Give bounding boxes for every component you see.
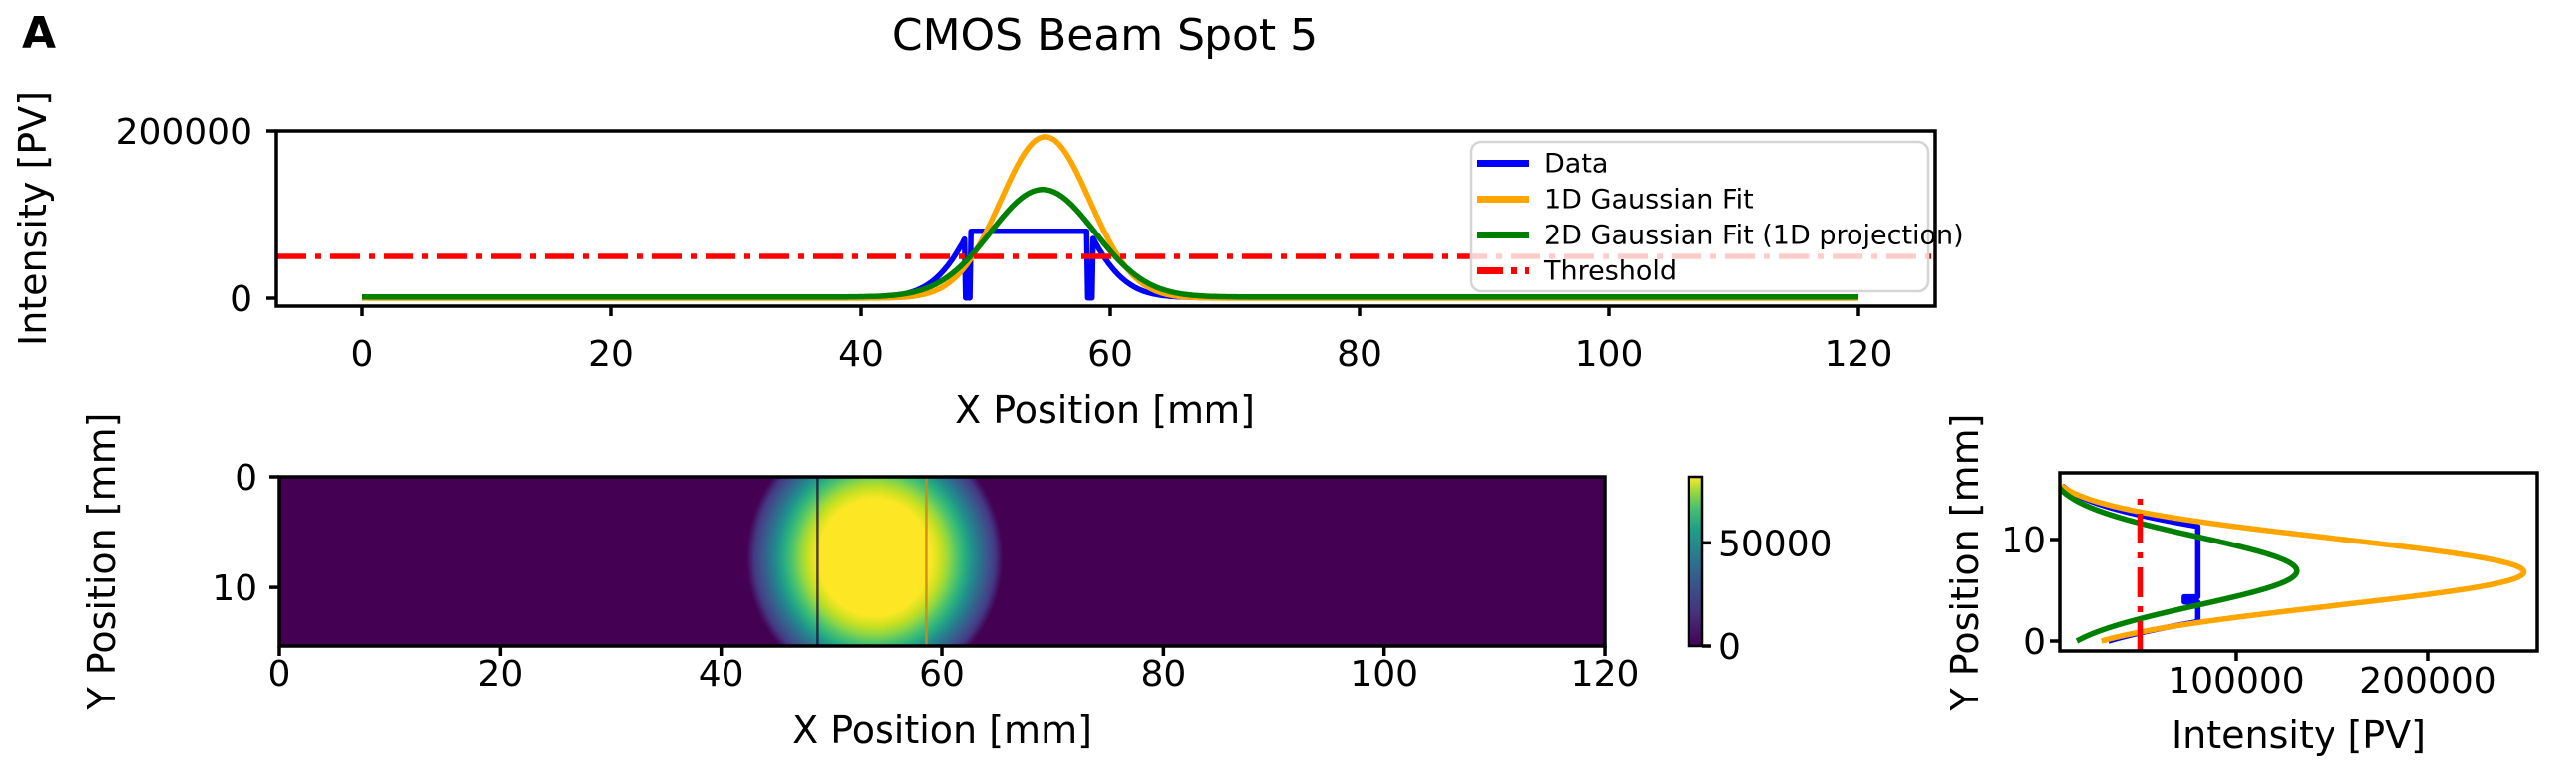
x_profile-y-tick-label: 200000: [116, 112, 252, 153]
beam_image-x-tick-label: 100: [1350, 654, 1418, 695]
x_profile-x-tick-label: 120: [1825, 334, 1893, 375]
x_profile-x-tick-label: 100: [1575, 334, 1644, 375]
beam_image-x-tick-label: 20: [477, 654, 523, 695]
beam-spot: [746, 477, 1004, 646]
y-profile-curve-2d-gaussian-fit-1d-projection-: [2060, 484, 2300, 644]
y_profile-x-tick-label: 200000: [2359, 661, 2496, 701]
x-profile-curve-2d-gaussian-fit-1d-projection-: [360, 187, 1860, 300]
heatmap-xaxis-label: X Position [mm]: [792, 708, 1092, 752]
beam_image-x-tick-label: 40: [699, 654, 744, 695]
x_profile-x-tick-label: 60: [1087, 334, 1133, 375]
x-profile-axes-border: [274, 129, 1937, 308]
yprofile-yaxis-label: Y Position [mm]: [1943, 413, 1987, 711]
y_profile-y-tick-label: 0: [2023, 622, 2046, 663]
legend: Data 1D Gaussian Fit 2D Gaussian Fit (1D p…: [1469, 140, 1964, 293]
colorbar-tick-label: 50000: [1718, 524, 1833, 564]
legend-entry-label: Data: [1544, 149, 1608, 180]
yprofile-xaxis-label: Intensity [PV]: [2172, 713, 2426, 757]
colorbar: 0 50000: [1687, 475, 1833, 668]
y-profile-curve-1d-gaussian-fit: [2060, 483, 2527, 644]
beam_image-x-tick-label: 60: [919, 654, 965, 695]
legend-entry-label: 1D Gaussian Fit: [1544, 185, 1754, 216]
beam_image-x-tick-label: 80: [1140, 654, 1186, 695]
legend-entry-label: 2D Gaussian Fit (1D projection): [1544, 221, 1964, 251]
panel-label: A: [22, 8, 56, 59]
x_profile-x-tick-label: 0: [351, 334, 374, 375]
y_profile-y-tick-label: 10: [2001, 521, 2046, 561]
legend-entry-label: Threshold: [1543, 256, 1677, 287]
x_profile-y-tick-label: 0: [230, 279, 252, 320]
xprofile-xaxis-label: X Position [mm]: [955, 388, 1255, 432]
colorbar-gradient: [1687, 475, 1704, 648]
x-profile-plot: 0 20 40 60 80 100 120 0 200000 Data 1D Gaussian Fi…: [116, 112, 1964, 375]
beam_image-y-tick-label: 10: [212, 568, 257, 609]
x_profile-x-tick-label: 80: [1337, 334, 1382, 375]
y_profile-x-tick-label: 100000: [2168, 661, 2304, 701]
colorbar-tick-label: 0: [1718, 627, 1741, 668]
y-profile-plot: 100000 200000 0 10: [2001, 471, 2539, 701]
xprofile-yaxis-label: Intensity [PV]: [11, 91, 55, 346]
figure-title: CMOS Beam Spot 5: [892, 10, 1318, 61]
y-profile-axes-border: [2058, 471, 2539, 653]
beam_image-x-tick-label: 0: [268, 654, 291, 695]
beam_image-y-tick-label: 0: [235, 458, 257, 499]
legend-box: [1469, 140, 1930, 293]
x_profile-x-tick-label: 20: [588, 334, 634, 375]
beam_image-x-tick-label: 120: [1571, 654, 1640, 695]
heatmap-yaxis-label: Y Position [mm]: [80, 412, 124, 710]
x_profile-x-tick-label: 40: [838, 334, 884, 375]
